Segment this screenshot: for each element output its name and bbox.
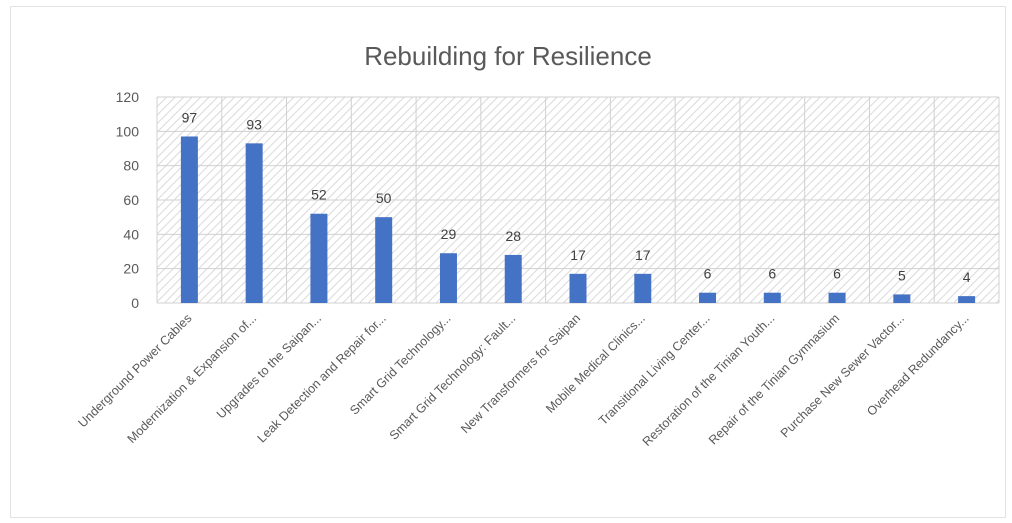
bar xyxy=(634,273,652,303)
x-tick-label: Repair of the Tinian Gymnasium xyxy=(706,311,842,447)
data-label: 5 xyxy=(898,267,906,283)
data-label: 6 xyxy=(704,266,712,282)
bar xyxy=(180,136,198,303)
bar xyxy=(504,254,522,303)
x-tick-label: Underground Power Cables xyxy=(76,311,195,430)
data-label: 28 xyxy=(505,228,521,244)
bar xyxy=(828,292,846,303)
data-label: 50 xyxy=(376,190,392,206)
bar xyxy=(375,217,393,303)
y-tick-label: 100 xyxy=(116,123,140,139)
x-tick-label: Leak Detection and Repair for... xyxy=(255,311,389,445)
bar xyxy=(569,273,587,303)
y-tick-label: 60 xyxy=(123,192,139,208)
y-tick-label: 40 xyxy=(123,226,139,242)
x-tick-label: Restoration of the Tinian Youth... xyxy=(640,311,778,449)
y-tick-label: 120 xyxy=(116,89,140,105)
y-tick-label: 80 xyxy=(123,158,139,174)
y-tick-label: 20 xyxy=(123,261,139,277)
data-label: 4 xyxy=(963,269,971,285)
data-label: 17 xyxy=(570,247,586,263)
data-label: 52 xyxy=(311,187,327,203)
x-tick-label: New Transformers for Saipan xyxy=(458,311,583,436)
bar xyxy=(893,294,911,303)
x-tick-label: Purchase New Sewer Vactor... xyxy=(778,311,907,440)
bar xyxy=(763,292,781,303)
x-tick-label: Upgrades to the Saipan... xyxy=(214,311,324,421)
x-tick-label: Modernization & Expansion of... xyxy=(125,311,260,446)
bar xyxy=(439,253,457,303)
chart-title: Rebuilding for Resilience xyxy=(364,41,652,71)
data-label: 6 xyxy=(833,266,841,282)
x-tick-label: Transitional Living Center... xyxy=(596,311,713,428)
bar xyxy=(245,143,263,303)
data-label: 17 xyxy=(635,247,651,263)
x-tick-label: Smart Grid Technology: Fault... xyxy=(387,311,519,443)
bar xyxy=(699,292,717,303)
data-label: 97 xyxy=(182,109,198,125)
bar xyxy=(958,296,976,303)
data-label: 6 xyxy=(768,266,776,282)
data-label: 93 xyxy=(246,116,262,132)
data-label: 29 xyxy=(441,226,457,242)
y-tick-label: 0 xyxy=(131,295,139,311)
bar xyxy=(310,213,328,303)
